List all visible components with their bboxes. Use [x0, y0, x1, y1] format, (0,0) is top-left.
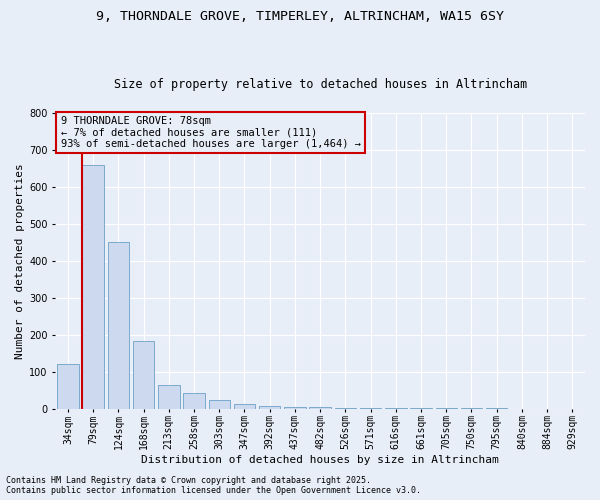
- Bar: [184, 393, 205, 408]
- Bar: [310, 407, 331, 408]
- Bar: [284, 407, 305, 408]
- X-axis label: Distribution of detached houses by size in Altrincham: Distribution of detached houses by size …: [141, 455, 499, 465]
- Text: 9 THORNDALE GROVE: 78sqm
← 7% of detached houses are smaller (111)
93% of semi-d: 9 THORNDALE GROVE: 78sqm ← 7% of detache…: [61, 116, 361, 149]
- Bar: [57, 364, 79, 408]
- Y-axis label: Number of detached properties: Number of detached properties: [15, 163, 25, 358]
- Bar: [133, 341, 154, 408]
- Text: 9, THORNDALE GROVE, TIMPERLEY, ALTRINCHAM, WA15 6SY: 9, THORNDALE GROVE, TIMPERLEY, ALTRINCHA…: [96, 10, 504, 23]
- Bar: [209, 400, 230, 408]
- Text: Contains HM Land Registry data © Crown copyright and database right 2025.
Contai: Contains HM Land Registry data © Crown c…: [6, 476, 421, 495]
- Bar: [259, 406, 280, 408]
- Bar: [107, 242, 129, 408]
- Title: Size of property relative to detached houses in Altrincham: Size of property relative to detached ho…: [113, 78, 527, 91]
- Bar: [158, 384, 179, 408]
- Bar: [82, 164, 104, 408]
- Bar: [234, 404, 255, 408]
